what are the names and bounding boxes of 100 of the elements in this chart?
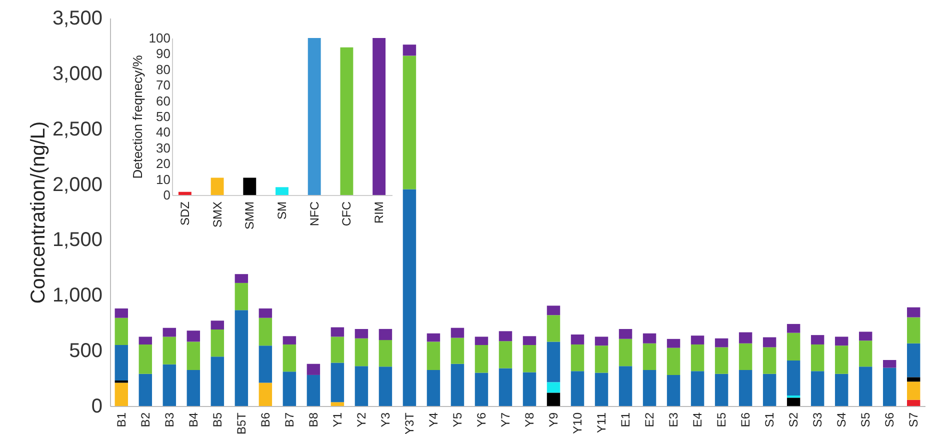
y-tick-label: 0 [91, 396, 102, 418]
bar [474, 372, 488, 406]
x-tick-label: B5T [234, 412, 248, 434]
bar [354, 338, 368, 366]
bar [546, 342, 560, 382]
bar [234, 282, 248, 310]
y-tick-label: 20 [156, 156, 170, 172]
bar [402, 56, 416, 190]
bar [642, 343, 656, 370]
bar [186, 342, 200, 370]
bar [210, 178, 224, 195]
bar [450, 338, 464, 364]
x-tick-label: Y2 [354, 412, 368, 428]
bar [618, 338, 632, 366]
bar [690, 336, 704, 344]
x-tick-label: B6 [258, 412, 272, 428]
x-tick-label: Y3 [378, 412, 392, 428]
y-tick-label: 2,000 [52, 174, 102, 196]
bar [330, 402, 344, 406]
bar [714, 374, 728, 406]
bar [162, 364, 176, 406]
bar [258, 308, 272, 318]
bar [258, 318, 272, 346]
bar [882, 368, 896, 406]
bar [666, 348, 680, 375]
bar [474, 336, 488, 346]
bar [666, 374, 680, 406]
bar [858, 332, 872, 341]
x-tick-label: Y3T [402, 412, 416, 434]
x-tick-label: Y10 [570, 412, 585, 434]
bar [858, 366, 872, 406]
bar [282, 344, 296, 372]
y-tick-label: 10 [156, 172, 170, 187]
bar [210, 356, 224, 406]
bar [498, 331, 512, 342]
bar [243, 178, 256, 195]
x-tick-label: S1 [762, 412, 777, 428]
y-axis-title: Concentration/(ng/L) [27, 121, 50, 304]
bar [426, 370, 440, 406]
bar [786, 360, 800, 396]
x-tick-label: SDZ [178, 202, 192, 226]
x-tick-label: B5 [210, 412, 224, 428]
bar [546, 315, 560, 342]
bar [522, 336, 536, 346]
bar [642, 370, 656, 406]
bar [308, 38, 321, 195]
bar [178, 192, 192, 195]
bar [114, 382, 128, 406]
bar [114, 345, 128, 381]
bar [330, 362, 344, 402]
bar [162, 328, 176, 337]
y-tick-label: 3,500 [52, 8, 102, 30]
bar [114, 318, 128, 346]
x-tick-label: S7 [906, 412, 921, 428]
x-tick-label: Y7 [498, 412, 512, 428]
x-tick-label: E1 [618, 412, 633, 428]
bar [714, 338, 728, 348]
bar [642, 333, 656, 344]
bar [282, 336, 296, 344]
bar [186, 370, 200, 406]
bar [138, 344, 152, 374]
bar [378, 366, 392, 406]
x-tick-label: Y6 [474, 412, 488, 428]
bar [378, 340, 392, 367]
bar [810, 371, 824, 406]
bar [378, 328, 392, 340]
x-tick-label: Y11 [594, 412, 609, 433]
bar [498, 341, 512, 368]
bar [906, 343, 920, 378]
bar [762, 337, 776, 348]
bar [450, 328, 464, 338]
bar [234, 274, 248, 283]
x-tick-label: CFC [340, 201, 354, 226]
bar [186, 330, 200, 342]
bar [570, 371, 584, 406]
bar [546, 382, 560, 393]
bar [810, 344, 824, 372]
bar [762, 347, 776, 374]
bar [618, 328, 632, 339]
bar [402, 189, 416, 406]
x-tick-label: B2 [138, 412, 152, 428]
bar [426, 333, 440, 342]
y-tick-label: 100 [148, 30, 170, 46]
bar [594, 372, 608, 406]
bar [906, 400, 920, 406]
bar [834, 374, 848, 406]
bar [354, 328, 368, 338]
bar [282, 372, 296, 406]
x-tick-label: SM [275, 201, 289, 220]
bar [258, 346, 272, 383]
bar [522, 345, 536, 372]
y-tick-label: 500 [69, 340, 102, 362]
bar [594, 346, 608, 373]
x-tick-label: E2 [642, 412, 657, 428]
bar [402, 44, 416, 56]
bar [114, 308, 128, 318]
bar [786, 398, 800, 406]
x-tick-label: E5 [714, 412, 729, 428]
bar [690, 371, 704, 406]
bar [858, 340, 872, 367]
